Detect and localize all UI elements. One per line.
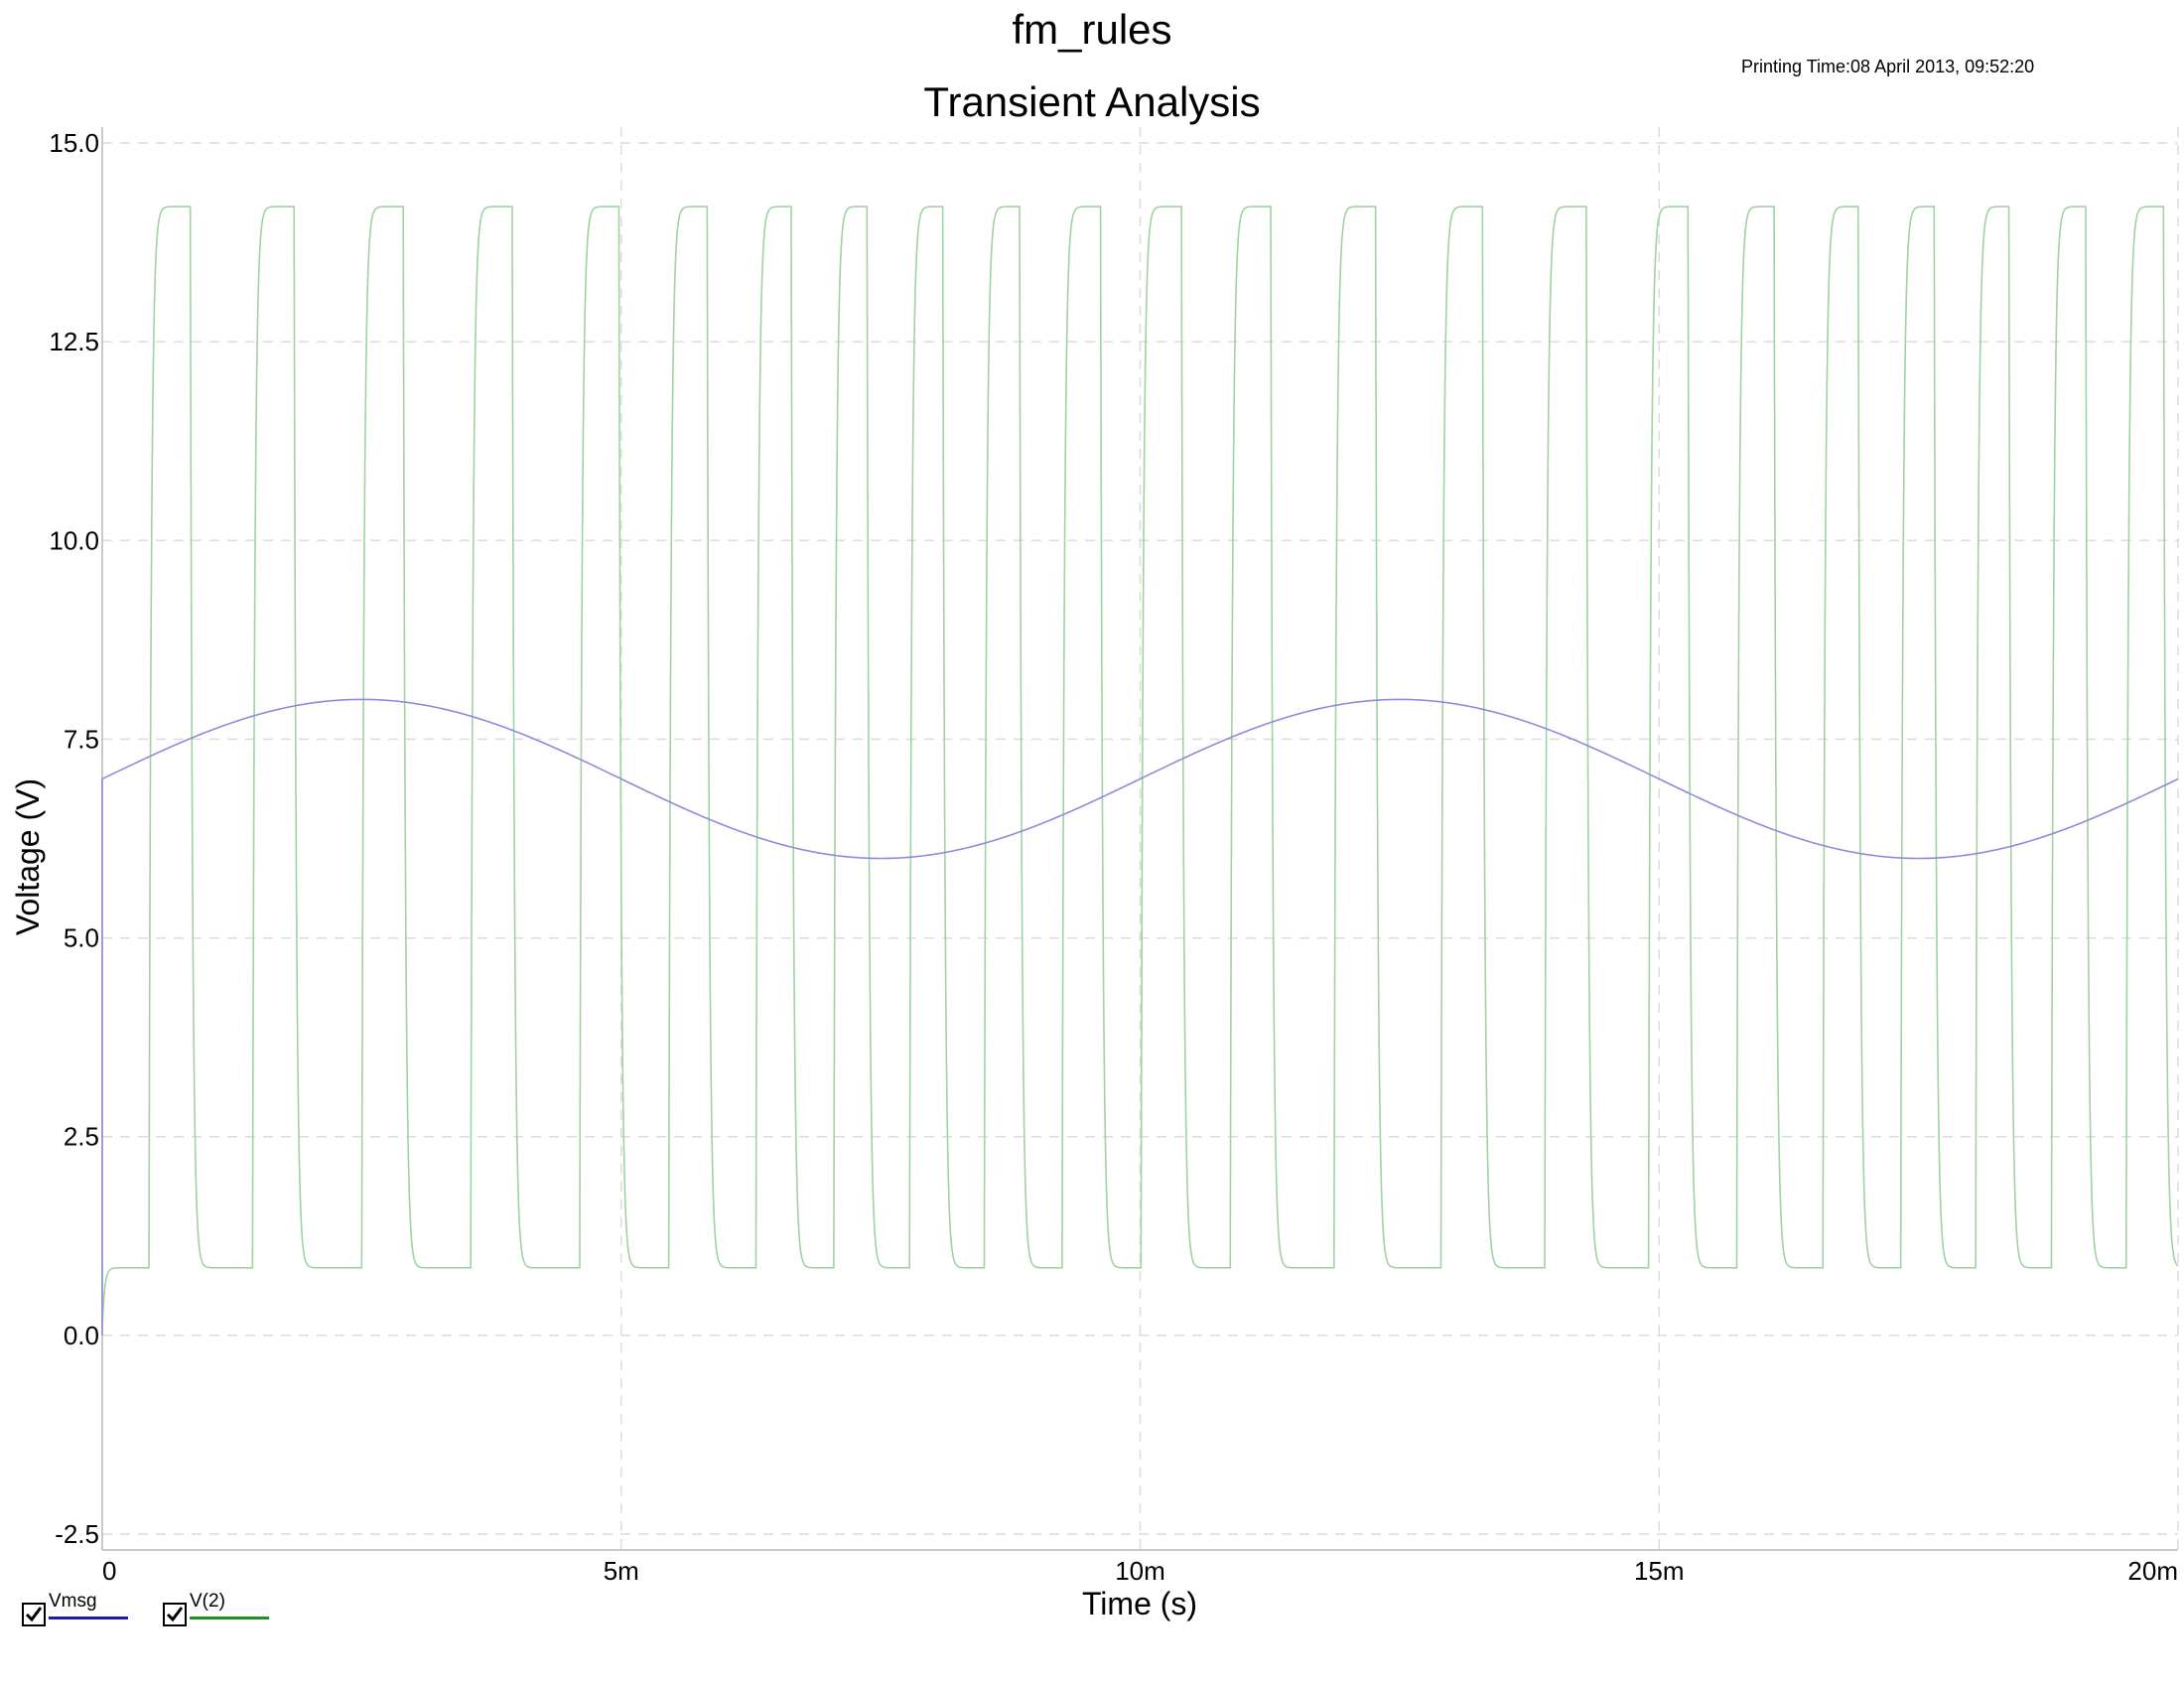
vmsg-checkbox[interactable] bbox=[22, 1603, 46, 1626]
y-tick-label: 0.0 bbox=[64, 1321, 99, 1350]
series-vmsg-line bbox=[101, 698, 2179, 1336]
y-tick-label: 7.5 bbox=[64, 724, 99, 754]
v2-checkbox[interactable] bbox=[163, 1603, 187, 1626]
printing-time: Printing Time:08 April 2013, 09:52:20 bbox=[1741, 57, 2034, 76]
legend-item-vmsg[interactable]: Vmsg bbox=[22, 1591, 128, 1630]
axes bbox=[101, 127, 2178, 1551]
y-axis-label: Voltage (V) bbox=[10, 778, 46, 935]
y-tick-label: -2.5 bbox=[55, 1519, 99, 1549]
plot-area[interactable] bbox=[101, 206, 2179, 1336]
series-v2-line bbox=[101, 206, 2179, 1330]
y-tick-label: 2.5 bbox=[64, 1122, 99, 1152]
x-tick-label: 15m bbox=[1634, 1556, 1685, 1586]
document-title: fm_rules bbox=[1012, 6, 1171, 53]
grid bbox=[102, 127, 2179, 1550]
legend-label-vmsg: Vmsg bbox=[49, 1591, 128, 1619]
y-tick-label: 10.0 bbox=[49, 525, 99, 555]
x-axis-label: Time (s) bbox=[1082, 1586, 1197, 1621]
y-tick-label: 5.0 bbox=[64, 923, 99, 953]
tick-labels: -2.5 0.0 2.5 5.0 7.5 10.0 12.5 15.0 0 5m 10m 15m 20m bbox=[49, 128, 2178, 1586]
x-tick-label: 5m bbox=[604, 1556, 639, 1586]
legend-label-v2: V(2) bbox=[190, 1591, 269, 1619]
x-tick-label: 20m bbox=[2127, 1556, 2178, 1586]
y-tick-label: 15.0 bbox=[49, 128, 99, 158]
x-tick-label: 0 bbox=[102, 1556, 116, 1586]
legend-item-v2[interactable]: V(2) bbox=[163, 1591, 269, 1630]
checkmark-icon bbox=[25, 1607, 43, 1622]
checkmark-icon bbox=[166, 1607, 184, 1622]
y-tick-label: 12.5 bbox=[49, 327, 99, 356]
chart-title: Transient Analysis bbox=[923, 78, 1260, 125]
x-tick-label: 10m bbox=[1115, 1556, 1165, 1586]
